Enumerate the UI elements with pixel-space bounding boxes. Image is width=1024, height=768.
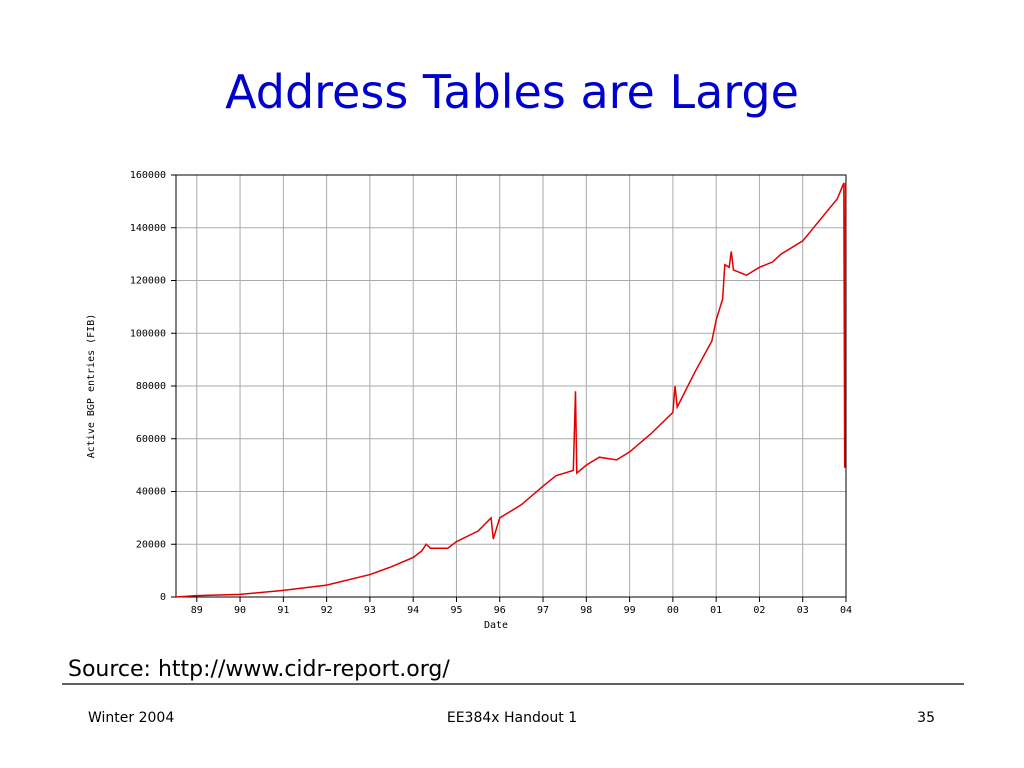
y-tick-label: 100000 (130, 328, 166, 339)
y-tick-label: 20000 (136, 539, 166, 550)
x-tick-label: 01 (710, 605, 722, 616)
x-tick-label: 92 (321, 605, 333, 616)
x-tick-label: 04 (840, 605, 852, 616)
x-tick-label: 02 (753, 605, 765, 616)
footer-left: Winter 2004 (88, 710, 174, 726)
y-tick-label: 80000 (136, 381, 166, 392)
x-tick-label: 93 (364, 605, 376, 616)
x-tick-label: 97 (537, 605, 549, 616)
y-tick-label: 140000 (130, 223, 166, 234)
y-tick-label: 60000 (136, 434, 166, 445)
data-line (175, 182, 847, 598)
y-tick-label: 0 (160, 592, 166, 603)
footer-right: 35 (917, 710, 935, 726)
slide-title: Address Tables are Large (225, 65, 799, 119)
x-tick-label: 91 (277, 605, 289, 616)
x-tick-label: 95 (450, 605, 462, 616)
source: Source: http://www.cidr-report.org/ (68, 657, 450, 682)
x-tick-label: 89 (191, 605, 203, 616)
x-tick-label: 98 (580, 605, 592, 616)
y-axis-label: Active BGP entries (FIB) (86, 314, 97, 459)
plot: 0 20000 40000 60000 80000 100000 120000 140000 1… (130, 170, 852, 616)
x-tick-label: 90 (234, 605, 246, 616)
x-tick-label: 96 (494, 605, 506, 616)
x-tick-label: 94 (407, 605, 419, 616)
plot-frame (175, 174, 847, 598)
footer-center: EE384x Handout 1 (447, 710, 577, 726)
x-tick-label: 99 (624, 605, 636, 616)
y-tick-label: 160000 (130, 170, 166, 181)
y-tick-label: 120000 (130, 276, 166, 287)
x-tick-label: 00 (667, 605, 679, 616)
y-tick-label: 40000 (136, 487, 166, 498)
x-axis-label: Date (484, 620, 508, 631)
x-tick-label: 03 (797, 605, 809, 616)
